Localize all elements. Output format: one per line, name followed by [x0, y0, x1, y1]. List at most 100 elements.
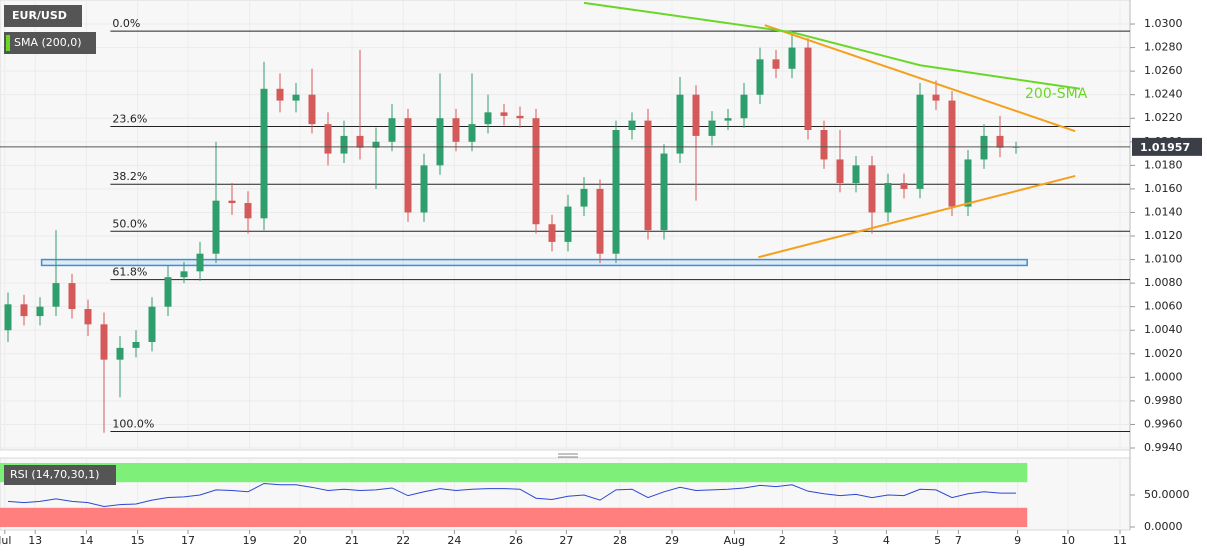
- y-tick-label: 1.0280: [1144, 41, 1183, 54]
- sma-legend-label: SMA (200,0): [14, 36, 82, 49]
- y-tick-label: 1.0060: [1144, 300, 1183, 313]
- fib-label: 38.2%: [112, 170, 147, 183]
- y-tick-label: 1.0080: [1144, 276, 1183, 289]
- candle-body: [660, 153, 668, 231]
- oversold-band: [0, 507, 1028, 527]
- candle-body: [52, 283, 60, 307]
- x-tick-label: Jul: [0, 534, 11, 547]
- y-tick-label: 1.0000: [1144, 370, 1183, 383]
- x-tick-label: 19: [243, 534, 257, 547]
- x-tick-label: 17: [181, 534, 195, 547]
- symbol-badge: [4, 5, 82, 27]
- candle-body: [756, 59, 764, 95]
- candle-body: [996, 135, 1004, 148]
- y-tick-label: 1.0160: [1144, 182, 1183, 195]
- candle-body: [484, 112, 492, 125]
- candle-body: [276, 88, 284, 101]
- fib-label: 50.0%: [112, 217, 147, 230]
- fib-label: 61.8%: [112, 266, 147, 279]
- x-tick-label: 5: [934, 534, 941, 547]
- candle-body: [436, 118, 444, 166]
- candle-body: [884, 183, 892, 213]
- y-tick-label: 1.0180: [1144, 158, 1183, 171]
- rsi-tick-label: 50.0000: [1144, 488, 1190, 501]
- y-tick-label: 0.9940: [1144, 441, 1183, 454]
- x-tick-label: Aug: [724, 534, 745, 547]
- candle-body: [244, 203, 252, 219]
- candle-body: [468, 124, 476, 142]
- panel-divider[interactable]: [558, 453, 578, 458]
- axes: 0.9940 0.9960 0.9980 1.0000 1.0020 1.0040 1.00…: [0, 17, 1202, 547]
- sma-annotation: 200-SMA: [1025, 86, 1088, 102]
- candle-body: [452, 118, 460, 142]
- candle-body: [900, 183, 908, 189]
- candle-body: [36, 306, 44, 317]
- trendline: [758, 174, 1076, 259]
- x-tick-label: 7: [955, 534, 962, 547]
- y-tick-label: 1.0240: [1144, 88, 1183, 101]
- x-tick-label: 24: [447, 534, 461, 547]
- candle-body: [516, 115, 524, 119]
- x-tick-label: 4: [883, 534, 890, 547]
- candle-body: [980, 135, 988, 160]
- rsi-legend-badge: [4, 465, 116, 485]
- candle-body: [644, 120, 652, 231]
- candle-body: [228, 200, 236, 204]
- y-tick-label: 0.9980: [1144, 394, 1183, 407]
- y-tick-label: 1.0120: [1144, 229, 1183, 242]
- x-tick-label: 2: [779, 534, 786, 547]
- fib-label: 100.0%: [112, 418, 154, 431]
- sma-legend-swatch: [6, 35, 10, 51]
- x-tick-label: 9: [1014, 534, 1021, 547]
- candle-body: [420, 165, 428, 213]
- candle-body: [628, 120, 636, 131]
- candle-body: [740, 94, 748, 119]
- candle-body: [340, 135, 348, 154]
- candle-body: [292, 94, 300, 101]
- x-tick-label: 10: [1061, 534, 1075, 547]
- candle-body: [532, 118, 540, 225]
- y-tick-label: 1.0300: [1144, 17, 1183, 30]
- fib-label: 23.6%: [112, 112, 147, 125]
- candle-body: [724, 118, 732, 121]
- candle-body: [852, 165, 860, 184]
- candle-body: [148, 306, 156, 343]
- candle-body: [164, 277, 172, 307]
- candle-body: [196, 253, 204, 272]
- x-tick-label: 11: [1113, 534, 1127, 547]
- last-price-badge: [1132, 137, 1202, 156]
- y-tick-label: 1.0100: [1144, 253, 1183, 266]
- y-tick-label: 1.0260: [1144, 64, 1183, 77]
- fib-label: 0.0%: [112, 17, 140, 30]
- x-tick-label: 27: [559, 534, 573, 547]
- rsi-legend-label: RSI (14,70,30,1): [10, 468, 99, 481]
- candle-body: [580, 188, 588, 207]
- candle-body: [500, 112, 508, 116]
- x-tick-label: 3: [832, 534, 839, 547]
- candle-body: [692, 94, 700, 136]
- candle-body: [116, 347, 124, 360]
- candle-body: [404, 118, 412, 213]
- x-tick-label: 14: [79, 534, 93, 547]
- y-tick-label: 1.0020: [1144, 347, 1183, 360]
- candle-body: [132, 342, 140, 348]
- last-price-label: 1.01957: [1140, 141, 1190, 154]
- x-tick-label: 21: [345, 534, 359, 547]
- candle-body: [868, 165, 876, 213]
- candle-body: [676, 94, 684, 154]
- candle-body: [260, 88, 268, 219]
- candle-body: [836, 159, 844, 184]
- x-tick-label: 26: [509, 534, 523, 547]
- y-tick-label: 1.0220: [1144, 111, 1183, 124]
- candle-body: [932, 94, 940, 101]
- candle-body: [20, 304, 28, 317]
- trendline: [764, 24, 1076, 133]
- y-tick-label: 1.0140: [1144, 205, 1183, 218]
- symbol-label: EUR/USD: [12, 9, 67, 22]
- candle-body: [708, 120, 716, 136]
- candle-body: [772, 59, 780, 69]
- sma-legend-badge: [4, 32, 96, 54]
- overbought-band: [0, 463, 1028, 483]
- candle-body: [804, 47, 812, 131]
- candle-body: [612, 130, 620, 254]
